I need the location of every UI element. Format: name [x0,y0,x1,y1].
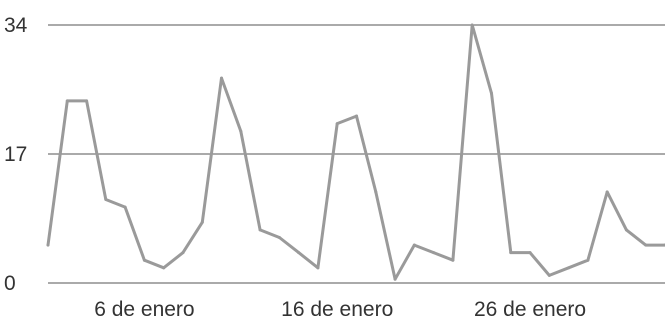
data-point [277,235,281,239]
data-point [528,251,532,255]
data-point [586,258,590,262]
data-point [297,251,301,255]
data-point [239,129,243,133]
data-point [470,23,474,27]
data-point [393,277,397,281]
data-point [162,266,166,270]
y-tick-label: 34 [4,14,28,37]
y-axis-tick-labels: 0 17 34 [4,14,28,295]
data-point [374,190,378,194]
gridlines [48,24,665,284]
data-point [181,251,185,255]
data-point [547,273,551,277]
data-point [104,198,108,202]
series-layer [46,23,665,281]
data-point [412,243,416,247]
data-point [142,258,146,262]
series-line [46,23,665,281]
data-point [432,251,436,255]
data-point [624,228,628,232]
data-point [605,190,609,194]
x-tick-label: 26 de enero [474,298,586,321]
data-point [316,266,320,270]
data-point [123,205,127,209]
data-point [200,220,204,224]
data-point [489,91,493,95]
data-point [335,122,339,126]
data-point [65,99,69,103]
data-point [220,76,224,80]
data-point [451,258,455,262]
x-axis-tick-labels: 6 de enero 16 de enero 26 de enero [94,298,586,321]
data-point [355,114,358,118]
x-tick-label: 6 de enero [94,298,194,321]
data-point [509,251,513,255]
data-point [258,228,262,232]
data-point [644,243,648,247]
data-point [46,243,50,247]
x-tick-label: 16 de enero [281,298,393,321]
data-point [567,266,571,270]
y-tick-label: 17 [4,143,27,166]
data-point [85,99,89,103]
y-tick-label: 0 [4,272,16,295]
